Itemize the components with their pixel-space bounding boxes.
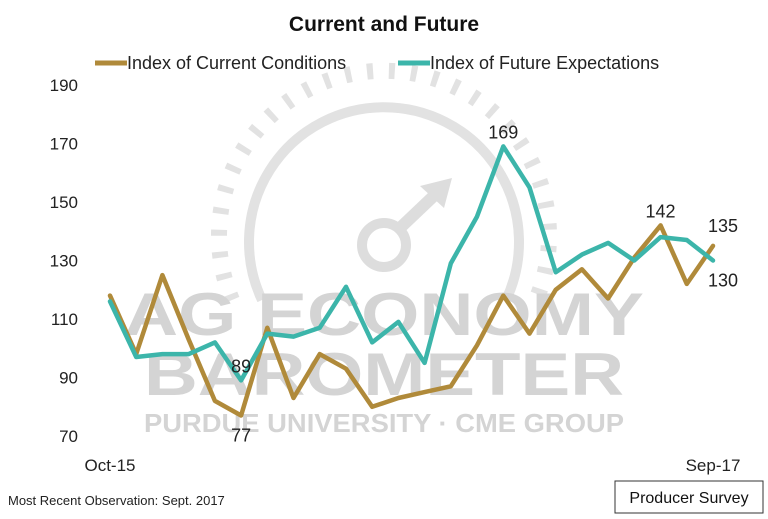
data-label: 135 [708,216,738,236]
series-line-current-conditions [107,223,716,418]
y-tick-label: 170 [50,135,78,154]
watermark-gauge-icon [211,62,557,304]
data-label: 142 [646,201,676,221]
watermark: AG ECONOMY BAROMETER PURDUE UNIVERSITY ·… [124,62,644,438]
data-label: 169 [488,122,518,142]
y-tick-label: 110 [51,310,78,329]
series-line-future-expectations [107,144,716,383]
watermark-line-3: PURDUE UNIVERSITY · CME GROUP [144,408,624,438]
x-tick-label-start: Oct-15 [84,456,135,475]
data-label: 130 [708,271,738,291]
y-tick-label: 130 [50,252,78,271]
y-tick-label: 90 [59,369,78,388]
y-tick-label: 190 [50,76,78,95]
series-layer [107,144,716,418]
y-tick-label: 70 [59,427,78,446]
legend-entry: Index of Future Expectations [430,53,659,73]
producer-survey-badge-label: Producer Survey [629,490,748,507]
legend-entry: Index of Current Conditions [127,53,346,73]
x-tick-label-end: Sep-17 [686,456,741,475]
y-tick-label: 150 [50,193,78,212]
recent-observation-note: Most Recent Observation: Sept. 2017 [8,493,225,508]
x-axis: Oct-15 Sep-17 [84,456,740,475]
legend: Index of Current Conditions Index of Futu… [95,53,659,73]
y-axis: 70 90 110 130 150 170 190 [50,76,78,446]
watermark-line-1: AG ECONOMY [124,281,644,348]
data-label: 77 [231,426,251,446]
producer-survey-badge: Producer Survey [614,480,764,514]
data-label: 89 [231,356,251,376]
chart-title: Current and Future [289,13,479,36]
data-labels: 77 89 169 142 135 130 [231,122,738,445]
